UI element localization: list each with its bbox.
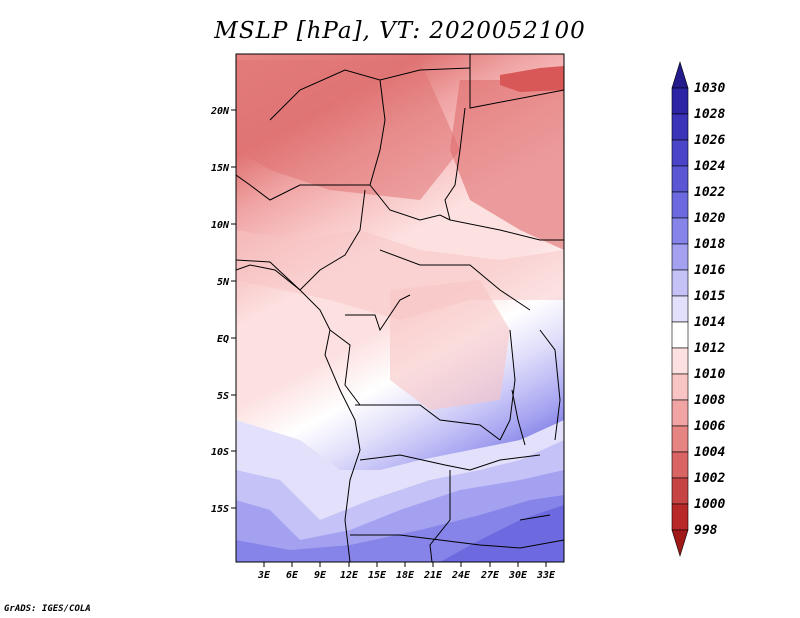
- lat-label: 20N: [210, 106, 230, 117]
- colorbar-label: 998: [694, 523, 718, 538]
- colorbar-label: 1012: [694, 341, 725, 356]
- colorbar-label: 1002: [694, 471, 725, 486]
- colorbar-label: 1015: [694, 289, 725, 304]
- lon-label: 21E: [423, 570, 443, 581]
- colorbar-segment: [671, 373, 689, 401]
- colorbar-segment: [671, 321, 689, 349]
- footer-credit: GrADS: IGES/COLA: [4, 604, 91, 614]
- colorbar-label: 1028: [694, 107, 725, 122]
- lat-label: 10S: [211, 447, 229, 458]
- colorbar-segment: [671, 295, 689, 323]
- lat-label: 10N: [211, 220, 230, 231]
- lon-label: 12E: [340, 570, 359, 581]
- colorbar-label: 1020: [694, 211, 725, 226]
- colorbar-segment: [671, 139, 689, 167]
- colorbar-label: 1030: [694, 81, 725, 96]
- lat-label: 5S: [217, 391, 229, 402]
- colorbar-segment: [671, 243, 689, 271]
- colorbar-segment: [671, 451, 689, 479]
- colorbar-label: 1004: [694, 445, 725, 460]
- colorbar-segment: [671, 399, 689, 427]
- lon-label: 9E: [314, 570, 327, 581]
- colorbar-top-arrow: [671, 60, 689, 89]
- colorbar-label: 1022: [694, 185, 725, 200]
- colorbar-label: 1008: [694, 393, 725, 408]
- colorbar-label: 1024: [694, 159, 725, 174]
- colorbar-label: 1014: [694, 315, 725, 330]
- lat-label: 15N: [211, 163, 230, 174]
- colorbar-segment: [671, 269, 689, 297]
- colorbar-label: 1018: [694, 237, 725, 252]
- lon-label: 15E: [368, 570, 387, 581]
- colorbar-segment: [671, 113, 689, 141]
- lon-label: 18E: [396, 570, 415, 581]
- lon-label: 24E: [451, 570, 471, 581]
- pressure-field: [236, 54, 564, 562]
- colorbar-segment: [671, 87, 689, 115]
- latitude-axis: 20N 15N 10N 5N EQ 5S 10S 15S: [210, 106, 236, 515]
- country-borders: [236, 54, 564, 562]
- colorbar-segment: [671, 347, 689, 375]
- map-frame: [235, 53, 565, 563]
- lon-label: 3E: [257, 570, 271, 581]
- lon-label: 30E: [508, 570, 528, 581]
- colorbar-label: 1026: [694, 133, 725, 148]
- map-title: MSLP [hPa], VT: 2020052100: [214, 18, 586, 44]
- colorbar-segment: [671, 191, 689, 219]
- colorbar-segment: [671, 425, 689, 453]
- colorbar: 1030 1028 1026 1024 1022 1020 1018 1016 …: [671, 60, 725, 558]
- colorbar-label: 1000: [694, 497, 725, 512]
- lon-label: 6E: [286, 570, 299, 581]
- lon-label: 33E: [536, 570, 556, 581]
- lat-label: 5N: [217, 277, 230, 288]
- colorbar-segment: [671, 477, 689, 505]
- lat-label: 15S: [211, 504, 229, 515]
- colorbar-segment: [671, 217, 689, 245]
- colorbar-label: 1006: [694, 419, 725, 434]
- colorbar-segment: [671, 165, 689, 193]
- colorbar-bottom-arrow: [671, 529, 689, 558]
- lon-label: 27E: [480, 570, 500, 581]
- colorbar-label: 1010: [694, 367, 725, 382]
- longitude-axis: 3E 6E 9E 12E 15E 18E 21E 24E 27E 30E 33E: [257, 562, 556, 581]
- lat-label: EQ: [217, 334, 229, 345]
- colorbar-segment: [671, 503, 689, 531]
- colorbar-label: 1016: [694, 263, 725, 278]
